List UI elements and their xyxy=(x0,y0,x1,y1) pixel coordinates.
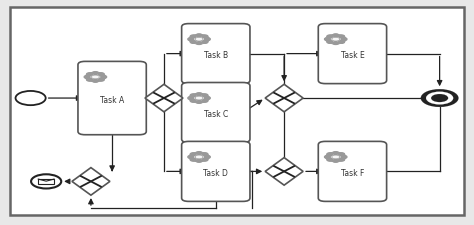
Circle shape xyxy=(190,158,196,161)
Circle shape xyxy=(85,72,106,82)
Circle shape xyxy=(196,160,202,162)
Circle shape xyxy=(426,92,453,104)
Circle shape xyxy=(332,155,340,159)
Circle shape xyxy=(325,38,330,40)
Circle shape xyxy=(190,153,196,155)
Circle shape xyxy=(333,152,338,154)
Circle shape xyxy=(325,34,346,44)
Circle shape xyxy=(91,75,100,79)
Circle shape xyxy=(332,37,340,41)
Circle shape xyxy=(190,94,196,97)
Circle shape xyxy=(202,153,208,155)
Circle shape xyxy=(190,99,196,102)
Circle shape xyxy=(92,79,98,82)
Circle shape xyxy=(196,101,202,103)
Bar xyxy=(38,179,54,184)
Circle shape xyxy=(195,96,203,100)
FancyBboxPatch shape xyxy=(182,83,250,142)
Circle shape xyxy=(195,37,203,41)
Circle shape xyxy=(204,155,210,158)
Circle shape xyxy=(339,40,345,43)
Circle shape xyxy=(339,158,345,161)
Text: Task A: Task A xyxy=(100,96,124,105)
Circle shape xyxy=(92,72,98,74)
Text: Task F: Task F xyxy=(341,169,364,178)
Circle shape xyxy=(202,99,208,102)
Circle shape xyxy=(99,78,104,81)
Circle shape xyxy=(99,73,104,76)
Circle shape xyxy=(87,78,92,81)
Circle shape xyxy=(333,160,338,162)
Circle shape xyxy=(327,158,333,161)
FancyBboxPatch shape xyxy=(182,141,250,201)
Circle shape xyxy=(341,155,347,158)
FancyBboxPatch shape xyxy=(318,141,387,201)
Circle shape xyxy=(325,152,346,162)
FancyBboxPatch shape xyxy=(182,24,250,84)
Circle shape xyxy=(325,155,330,158)
Circle shape xyxy=(204,38,210,40)
Circle shape xyxy=(84,76,90,78)
Circle shape xyxy=(327,35,333,38)
Circle shape xyxy=(202,40,208,43)
Circle shape xyxy=(189,152,210,162)
Circle shape xyxy=(188,38,194,40)
Circle shape xyxy=(327,40,333,43)
FancyBboxPatch shape xyxy=(318,24,387,84)
Text: Task E: Task E xyxy=(341,51,365,60)
Circle shape xyxy=(204,97,210,99)
Circle shape xyxy=(333,42,338,45)
Polygon shape xyxy=(145,84,183,112)
Polygon shape xyxy=(265,84,303,112)
Text: Task C: Task C xyxy=(204,110,228,119)
Circle shape xyxy=(431,94,448,102)
Circle shape xyxy=(196,34,202,37)
FancyBboxPatch shape xyxy=(78,61,146,135)
Circle shape xyxy=(195,155,203,159)
Polygon shape xyxy=(72,168,110,195)
Circle shape xyxy=(190,40,196,43)
Circle shape xyxy=(339,153,345,155)
FancyBboxPatch shape xyxy=(10,7,464,215)
Circle shape xyxy=(101,76,107,78)
Circle shape xyxy=(188,97,194,99)
Circle shape xyxy=(87,73,92,76)
Text: Task B: Task B xyxy=(204,51,228,60)
Circle shape xyxy=(202,35,208,38)
Circle shape xyxy=(202,158,208,161)
Circle shape xyxy=(341,38,347,40)
Circle shape xyxy=(190,35,196,38)
Circle shape xyxy=(189,93,210,103)
Circle shape xyxy=(16,91,46,105)
Circle shape xyxy=(333,34,338,37)
Circle shape xyxy=(421,89,458,107)
Circle shape xyxy=(339,35,345,38)
Circle shape xyxy=(189,34,210,44)
Circle shape xyxy=(196,93,202,96)
Circle shape xyxy=(31,174,61,189)
Circle shape xyxy=(202,94,208,97)
Circle shape xyxy=(196,42,202,45)
Text: Task D: Task D xyxy=(203,169,228,178)
Circle shape xyxy=(196,152,202,154)
Circle shape xyxy=(327,153,333,155)
Polygon shape xyxy=(265,158,303,185)
Circle shape xyxy=(188,155,194,158)
